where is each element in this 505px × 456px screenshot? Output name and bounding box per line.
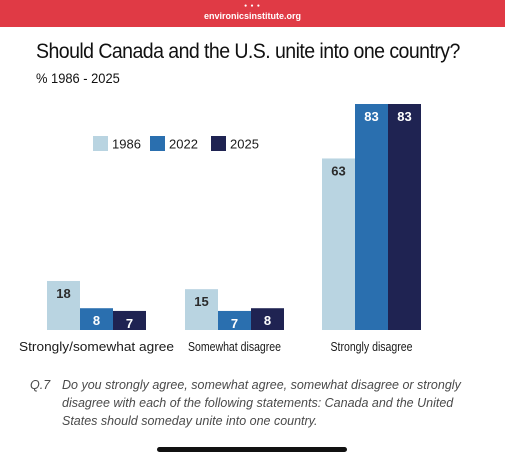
chart-title: Should Canada and the U.S. unite into on… <box>36 40 460 63</box>
browser-url-bar[interactable]: ● ● ● environicsinstitute.org <box>0 0 505 27</box>
legend-label-1986: 1986 <box>112 137 141 152</box>
data-label: 8 <box>93 313 100 328</box>
legend-swatch-2022 <box>150 136 165 151</box>
data-label: 7 <box>231 316 238 331</box>
question-text: Do you strongly agree, somewhat agree, s… <box>62 378 461 428</box>
bar-somewhat-disagree-2022 <box>218 310 251 330</box>
data-label: 83 <box>364 109 378 124</box>
bar-chart: 18 8 7 Strongly/somewhat agree 15 7 8 Somewhat … <box>19 104 421 354</box>
legend-swatch-2025 <box>211 136 226 151</box>
survey-question: Q.7 Do you strongly agree, somewhat agre… <box>30 376 480 430</box>
data-label: 83 <box>397 109 411 124</box>
bar-strongly-somewhat-agree-2025 <box>113 310 146 330</box>
data-label: 63 <box>331 163 345 178</box>
bar-strongly-somewhat-agree-2022 <box>80 308 113 330</box>
bar-somewhat-disagree-2025 <box>251 308 284 330</box>
data-label: 8 <box>264 313 271 328</box>
bar-strongly-disagree-1986 <box>322 158 355 330</box>
url-text: environicsinstitute.org <box>203 11 301 21</box>
category-label: Strongly/somewhat agree <box>19 339 174 354</box>
legend-swatch-1986 <box>93 136 108 151</box>
data-label: 18 <box>56 286 70 301</box>
bar-strongly-somewhat-agree-1986 <box>47 280 80 330</box>
bar-somewhat-disagree-1986 <box>185 289 218 330</box>
bar-strongly-disagree-2022 <box>355 104 388 330</box>
legend-label-2022: 2022 <box>169 137 198 152</box>
more-options-icon[interactable]: ● ● ● <box>244 3 261 9</box>
category-label: Strongly disagree <box>331 339 413 354</box>
question-number: Q.7 <box>30 378 51 392</box>
home-indicator[interactable] <box>157 447 347 452</box>
bar-strongly-disagree-2025 <box>388 104 421 330</box>
data-label: 7 <box>126 316 133 331</box>
legend-label-2025: 2025 <box>230 137 259 152</box>
data-label: 15 <box>194 294 208 309</box>
category-label: Somewhat disagree <box>188 339 281 354</box>
chart-subtitle: % 1986 - 2025 <box>36 70 120 86</box>
